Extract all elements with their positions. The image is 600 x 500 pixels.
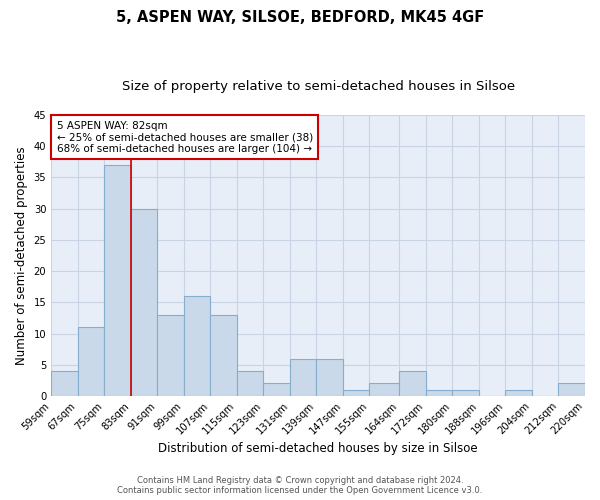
Bar [290,358,316,396]
Bar [316,358,343,396]
Bar [263,384,290,396]
Bar [131,208,157,396]
Bar [452,390,479,396]
Bar [343,390,370,396]
Bar [505,390,532,396]
Text: 5, ASPEN WAY, SILSOE, BEDFORD, MK45 4GF: 5, ASPEN WAY, SILSOE, BEDFORD, MK45 4GF [116,10,484,25]
Bar [211,315,237,396]
Title: Size of property relative to semi-detached houses in Silsoe: Size of property relative to semi-detach… [122,80,515,93]
Bar [370,384,400,396]
Text: 5 ASPEN WAY: 82sqm
← 25% of semi-detached houses are smaller (38)
68% of semi-de: 5 ASPEN WAY: 82sqm ← 25% of semi-detache… [56,120,313,154]
Text: Contains HM Land Registry data © Crown copyright and database right 2024.
Contai: Contains HM Land Registry data © Crown c… [118,476,482,495]
Y-axis label: Number of semi-detached properties: Number of semi-detached properties [15,146,28,365]
Bar [104,165,131,396]
Bar [400,371,426,396]
X-axis label: Distribution of semi-detached houses by size in Silsoe: Distribution of semi-detached houses by … [158,442,478,455]
Bar [77,328,104,396]
Bar [157,315,184,396]
Bar [184,296,211,396]
Bar [51,371,77,396]
Bar [559,384,585,396]
Bar [426,390,452,396]
Bar [237,371,263,396]
